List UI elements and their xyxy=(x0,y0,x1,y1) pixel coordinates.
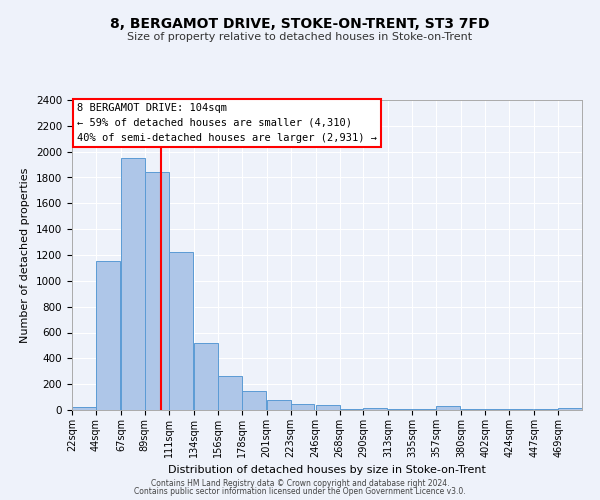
Text: 8, BERGAMOT DRIVE, STOKE-ON-TRENT, ST3 7FD: 8, BERGAMOT DRIVE, STOKE-ON-TRENT, ST3 7… xyxy=(110,18,490,32)
Bar xyxy=(364,408,388,410)
Bar xyxy=(558,408,582,410)
Bar xyxy=(121,158,145,410)
Text: Contains public sector information licensed under the Open Government Licence v3: Contains public sector information licen… xyxy=(134,487,466,496)
Bar xyxy=(436,406,460,410)
Bar xyxy=(242,390,266,410)
Y-axis label: Number of detached properties: Number of detached properties xyxy=(20,168,31,342)
Bar xyxy=(340,409,364,410)
Bar xyxy=(72,407,96,410)
Bar xyxy=(96,262,120,410)
Bar xyxy=(218,376,242,410)
Text: Size of property relative to detached houses in Stoke-on-Trent: Size of property relative to detached ho… xyxy=(127,32,473,42)
Bar xyxy=(145,172,169,410)
Text: 8 BERGAMOT DRIVE: 104sqm
← 59% of detached houses are smaller (4,310)
40% of sem: 8 BERGAMOT DRIVE: 104sqm ← 59% of detach… xyxy=(77,103,377,142)
Bar xyxy=(290,404,314,410)
Bar xyxy=(316,406,340,410)
Bar xyxy=(266,400,290,410)
X-axis label: Distribution of detached houses by size in Stoke-on-Trent: Distribution of detached houses by size … xyxy=(168,466,486,475)
Bar xyxy=(194,343,218,410)
Bar xyxy=(169,252,193,410)
Text: Contains HM Land Registry data © Crown copyright and database right 2024.: Contains HM Land Registry data © Crown c… xyxy=(151,478,449,488)
